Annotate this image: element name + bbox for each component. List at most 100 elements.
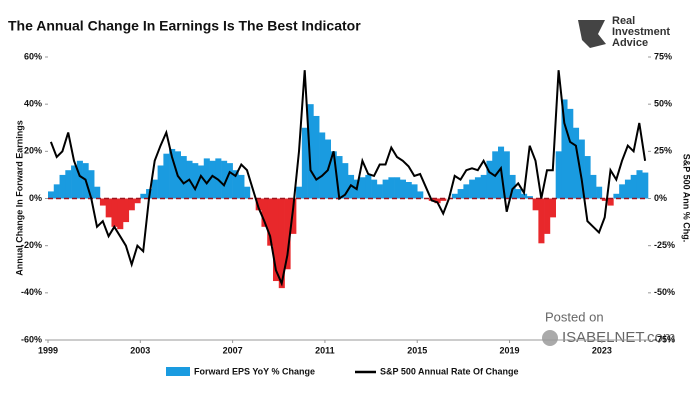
eps-bar	[123, 198, 130, 223]
eps-bar	[307, 104, 314, 199]
y2-tick-label: -50%	[654, 287, 675, 297]
eps-bar	[411, 184, 418, 199]
eps-bar	[509, 174, 516, 199]
y2-tick-label: 50%	[654, 99, 672, 109]
legend-swatch	[166, 367, 190, 376]
y2-tick-label: 0%	[654, 193, 667, 203]
eps-bar	[434, 198, 441, 204]
y-tick-label: -40%	[21, 287, 42, 297]
eps-bar	[584, 156, 591, 199]
eps-bar	[578, 139, 585, 199]
eps-bar	[88, 170, 95, 199]
eps-bar	[549, 198, 556, 218]
y2-axis-label: S&P 500 Ann % Chg.	[682, 154, 692, 243]
legend-label: S&P 500 Annual Rate Of Change	[380, 366, 519, 376]
eps-bar	[99, 198, 106, 206]
eps-bar	[140, 193, 147, 199]
eps-bar	[399, 179, 406, 199]
eps-bar	[198, 165, 205, 199]
x-tick-label: 1999	[38, 345, 58, 355]
eps-bar	[515, 189, 522, 199]
watermark: Posted on	[545, 309, 604, 324]
eps-bar	[244, 186, 251, 199]
eps-bar	[284, 198, 291, 270]
eps-bar	[359, 177, 366, 199]
legend-label: Forward EPS YoY % Change	[194, 366, 315, 376]
eps-bar	[273, 198, 280, 282]
eps-bar	[388, 177, 395, 199]
eps-bar	[590, 174, 597, 199]
y-tick-label: 0%	[29, 193, 42, 203]
eps-bar	[555, 151, 562, 199]
eps-bar	[607, 198, 614, 206]
eps-bar	[480, 174, 487, 199]
y2-tick-label: 25%	[654, 146, 672, 156]
y2-tick-label: 75%	[654, 51, 672, 61]
eps-bar	[573, 127, 580, 199]
eps-bar	[94, 186, 101, 199]
eps-bar	[290, 198, 297, 234]
eps-bar	[601, 198, 608, 201]
eps-bar	[157, 165, 164, 199]
y-tick-label: -60%	[21, 334, 42, 344]
x-tick-label: 2015	[407, 345, 427, 355]
eps-bar	[128, 198, 135, 211]
eps-bar	[376, 184, 383, 199]
watermark: ISABELNET.com	[562, 329, 675, 346]
eps-bar	[526, 196, 533, 199]
eps-bar	[596, 186, 603, 199]
eps-bar	[192, 163, 199, 199]
eps-bar	[630, 174, 637, 199]
eps-bar	[463, 184, 470, 199]
y2-tick-label: -25%	[654, 240, 675, 250]
x-tick-label: 2023	[592, 345, 612, 355]
eps-bar	[613, 193, 620, 199]
eps-bar	[486, 160, 493, 199]
logo: Real Investment Advice	[612, 16, 671, 49]
eps-bar	[301, 127, 308, 199]
eps-bar	[538, 198, 545, 244]
eps-bar	[642, 172, 649, 199]
watermark-icon	[542, 330, 558, 346]
eps-bar	[203, 158, 210, 199]
eps-bar	[134, 198, 141, 204]
x-tick-label: 2011	[315, 345, 335, 355]
eps-bar	[544, 198, 551, 234]
eps-bar	[532, 198, 539, 211]
eps-bar	[255, 198, 262, 211]
eps-bar	[180, 156, 187, 199]
eps-bar	[71, 165, 78, 199]
eps-bar	[336, 156, 343, 199]
eps-bar	[503, 151, 510, 199]
eps-bar	[469, 179, 476, 199]
eps-bar	[238, 174, 245, 199]
eps-bar	[567, 108, 574, 199]
y-tick-label: 40%	[24, 99, 42, 109]
eps-bar	[117, 198, 124, 230]
eps-bar	[53, 184, 60, 199]
eps-bar	[330, 151, 337, 199]
eps-bar	[65, 170, 72, 199]
eps-bar	[215, 158, 222, 199]
eps-bar	[226, 163, 233, 199]
eps-bar	[313, 115, 320, 199]
eps-bar	[405, 181, 412, 199]
eps-bar	[105, 198, 112, 218]
logo-box: Real Investment Advice	[612, 16, 671, 49]
eps-bar	[278, 198, 285, 289]
y2-tick-label: -75%	[654, 334, 675, 344]
chart-title: The Annual Change In Earnings Is The Bes…	[8, 18, 361, 34]
eps-bar	[474, 177, 481, 199]
eps-bar	[296, 186, 303, 199]
eps-bar	[163, 153, 170, 199]
eps-bar	[394, 177, 401, 199]
eps-bar	[636, 170, 643, 199]
eps-bar	[151, 179, 158, 199]
eps-bar	[371, 179, 378, 199]
eps-bar	[232, 170, 239, 199]
eps-bar	[221, 160, 228, 199]
eps-bar	[417, 191, 424, 199]
eps-bar	[76, 160, 83, 199]
eps-bar	[267, 198, 274, 246]
